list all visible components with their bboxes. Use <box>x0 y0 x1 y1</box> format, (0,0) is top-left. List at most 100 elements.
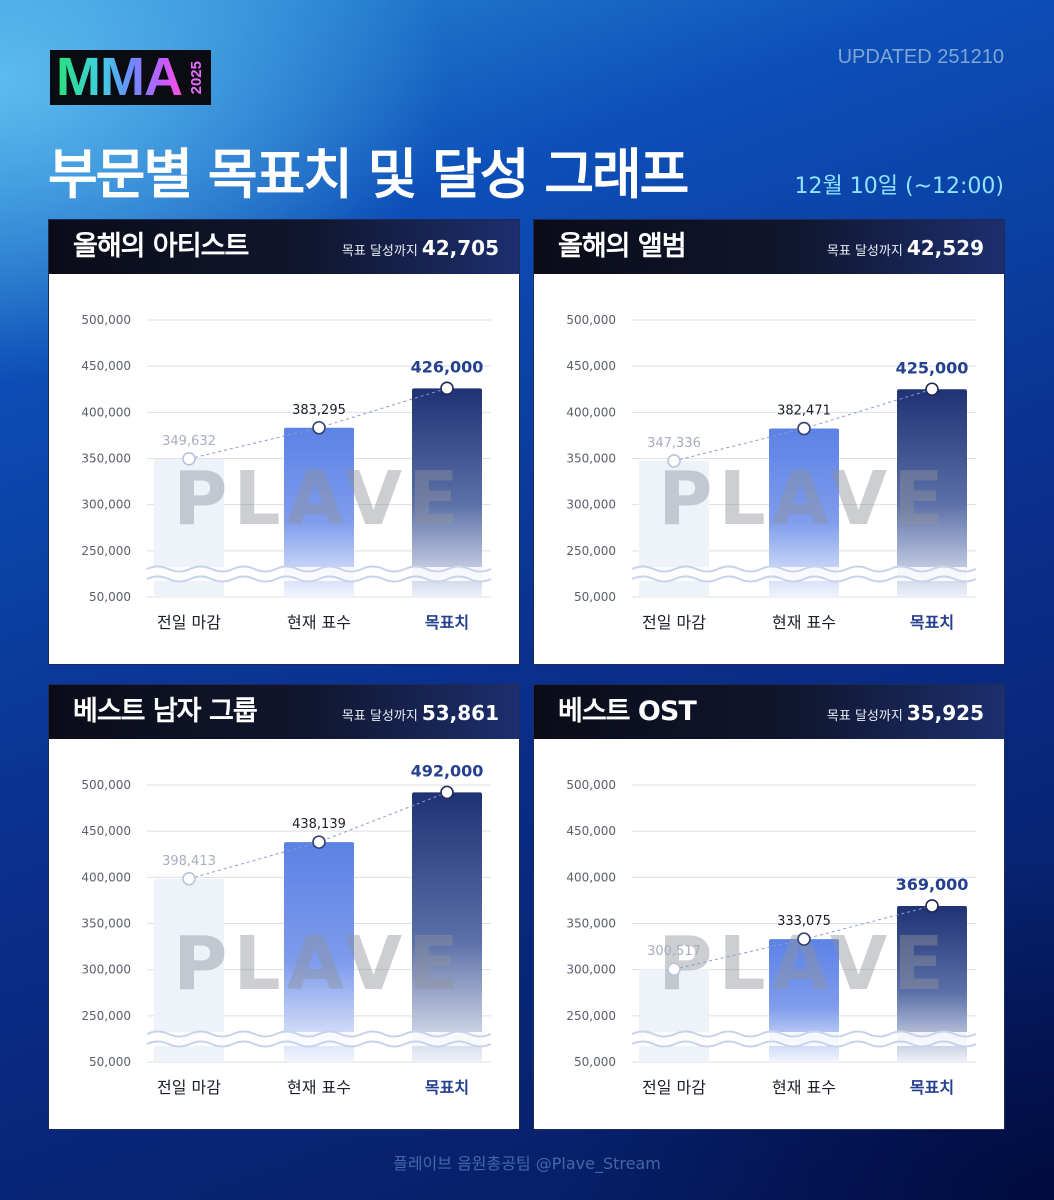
logo-text: MMA <box>56 47 183 107</box>
value-marker <box>312 420 326 435</box>
y-tick-label: 350,000 <box>81 452 131 466</box>
panel-title: 베스트 남자 그룹 <box>73 696 258 727</box>
remaining-value: 42,705 <box>421 236 499 260</box>
category-label: 목표치 <box>425 613 469 632</box>
panel-title: 베스트 OST <box>558 696 697 727</box>
panel-best-male-group: 베스트 남자 그룹 목표 달성까지 53,861 500,000 450,000 40… <box>48 684 520 1130</box>
current-votes-bar <box>284 842 354 1062</box>
y-tick-label: 350,000 <box>566 452 616 466</box>
value-marker <box>440 381 454 396</box>
value-marker <box>797 932 811 946</box>
previous-close-bar <box>154 878 224 1062</box>
category-label: 목표치 <box>425 1078 469 1097</box>
axis-break-band <box>147 567 491 581</box>
y-tick-label: 50,000 <box>574 1055 616 1069</box>
data-label: 349,632 <box>162 434 216 449</box>
category-label: 전일 마감 <box>642 1078 706 1097</box>
previous-close-bar <box>154 458 224 597</box>
remaining-votes: 목표 달성까지 53,861 <box>342 701 499 725</box>
axis-break-wave <box>631 565 977 573</box>
remaining-value: 53,861 <box>421 701 499 725</box>
category-label: 전일 마감 <box>157 613 221 632</box>
current-votes-bar <box>284 427 354 597</box>
remaining-label: 목표 달성까지 <box>341 244 418 259</box>
data-label: 369,000 <box>896 875 969 894</box>
axis-break-wave <box>631 1040 977 1048</box>
bar-chart: 500,000 450,000 400,000 350,000 300,000 250,0… <box>566 778 977 1097</box>
y-tick-label: 350,000 <box>566 917 616 931</box>
value-marker <box>925 899 939 913</box>
value-marker <box>440 785 454 800</box>
bar-chart: 500,000 450,000 400,000 350,000 300,000 250,0… <box>81 313 492 632</box>
y-tick-label: 450,000 <box>566 824 616 838</box>
target-bar <box>897 389 967 597</box>
remaining-label: 목표 달성까지 <box>826 709 903 724</box>
remaining-value: 42,529 <box>906 236 984 260</box>
category-label: 현재 표수 <box>287 1078 351 1097</box>
footer-credit: 플레이브 음원총공팀 @Plave_Stream <box>393 1154 661 1173</box>
remaining-label: 목표 달성까지 <box>341 709 418 724</box>
category-label: 현재 표수 <box>772 1078 836 1097</box>
remaining-votes: 목표 달성까지 42,705 <box>342 236 499 260</box>
y-tick-label: 300,000 <box>566 498 616 512</box>
remaining-label: 목표 달성까지 <box>826 244 903 259</box>
y-tick-label: 400,000 <box>81 870 131 884</box>
value-marker <box>667 454 681 468</box>
bar-chart: 500,000 450,000 400,000 350,000 300,000 250,0… <box>81 761 492 1097</box>
remaining-votes: 목표 달성까지 42,529 <box>827 236 984 260</box>
axis-break-band <box>147 1032 491 1046</box>
value-marker <box>182 871 196 886</box>
axis-break-wave <box>631 575 977 583</box>
plave-watermark: PLAVE <box>173 921 464 1007</box>
category-label: 현재 표수 <box>772 613 836 632</box>
y-tick-label: 50,000 <box>89 1055 131 1069</box>
category-label: 전일 마감 <box>642 613 706 632</box>
y-tick-label: 250,000 <box>566 544 616 558</box>
target-bar <box>412 388 482 597</box>
value-marker <box>797 421 811 436</box>
plave-watermark: PLAVE <box>173 456 464 542</box>
axis-break-wave <box>146 575 492 583</box>
data-label: 426,000 <box>411 357 484 376</box>
axis-break-wave <box>146 565 492 573</box>
axis-break-band <box>632 1032 976 1046</box>
y-tick-label: 400,000 <box>81 405 131 419</box>
value-marker <box>312 835 326 849</box>
current-votes-bar <box>769 939 839 1062</box>
y-tick-label: 500,000 <box>81 778 131 792</box>
panel-album-of-the-year: 올해의 앨범 목표 달성까지 42,529 500,000 450,000 400,0… <box>533 219 1005 665</box>
logo-year: 2025 <box>187 60 205 95</box>
y-tick-label: 400,000 <box>566 405 616 419</box>
panel-artist-of-the-year: 올해의 아티스트 목표 달성까지 42,705 500,000 450,000 400… <box>48 219 520 665</box>
data-label: 383,295 <box>292 403 346 418</box>
updated-stamp: UPDATED 251210 <box>837 46 1004 68</box>
y-tick-label: 450,000 <box>81 359 131 373</box>
y-tick-label: 250,000 <box>81 544 131 558</box>
y-tick-label: 250,000 <box>566 1009 616 1023</box>
panel-header: 올해의 아티스트 목표 달성까지 42,705 <box>49 220 519 274</box>
y-tick-label: 450,000 <box>566 359 616 373</box>
data-label: 382,471 <box>777 404 831 419</box>
data-label: 438,139 <box>292 817 346 832</box>
category-label: 현재 표수 <box>287 613 351 632</box>
y-tick-label: 300,000 <box>81 498 131 512</box>
y-tick-label: 50,000 <box>574 590 616 604</box>
panel-header: 베스트 OST 목표 달성까지 35,925 <box>534 685 1004 739</box>
panel-title: 올해의 앨범 <box>558 231 687 262</box>
value-marker <box>182 452 196 466</box>
panel-title: 올해의 아티스트 <box>73 231 249 262</box>
target-bar <box>897 905 967 1062</box>
category-label: 전일 마감 <box>157 1078 221 1097</box>
axis-break-wave <box>146 1030 492 1038</box>
date-range: 12월 10일 (~12:00) <box>794 174 1004 199</box>
bar-chart: 500,000 450,000 400,000 350,000 300,000 250,0… <box>566 313 977 632</box>
panel-best-ost: 베스트 OST 목표 달성까지 35,925 500,000 450,000 400,… <box>533 684 1005 1130</box>
remaining-votes: 목표 달성까지 35,925 <box>827 701 984 725</box>
value-marker <box>925 382 939 397</box>
axis-break-wave <box>146 1040 492 1048</box>
y-tick-label: 300,000 <box>81 963 131 977</box>
previous-close-bar <box>639 460 709 597</box>
data-label: 347,336 <box>647 436 701 451</box>
data-label: 492,000 <box>411 761 484 780</box>
y-tick-label: 500,000 <box>81 313 131 327</box>
